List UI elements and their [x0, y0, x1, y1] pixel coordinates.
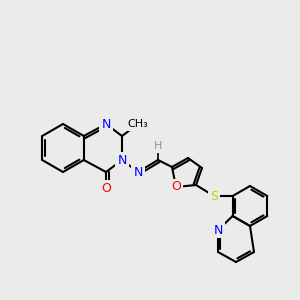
Text: O: O	[101, 182, 111, 194]
Text: N: N	[101, 118, 111, 130]
Text: N: N	[133, 166, 143, 178]
Text: H: H	[154, 141, 162, 151]
Text: O: O	[171, 181, 181, 194]
Text: S: S	[210, 190, 218, 202]
Text: N: N	[117, 154, 127, 166]
Text: CH₃: CH₃	[128, 119, 148, 129]
Text: N: N	[213, 224, 223, 236]
